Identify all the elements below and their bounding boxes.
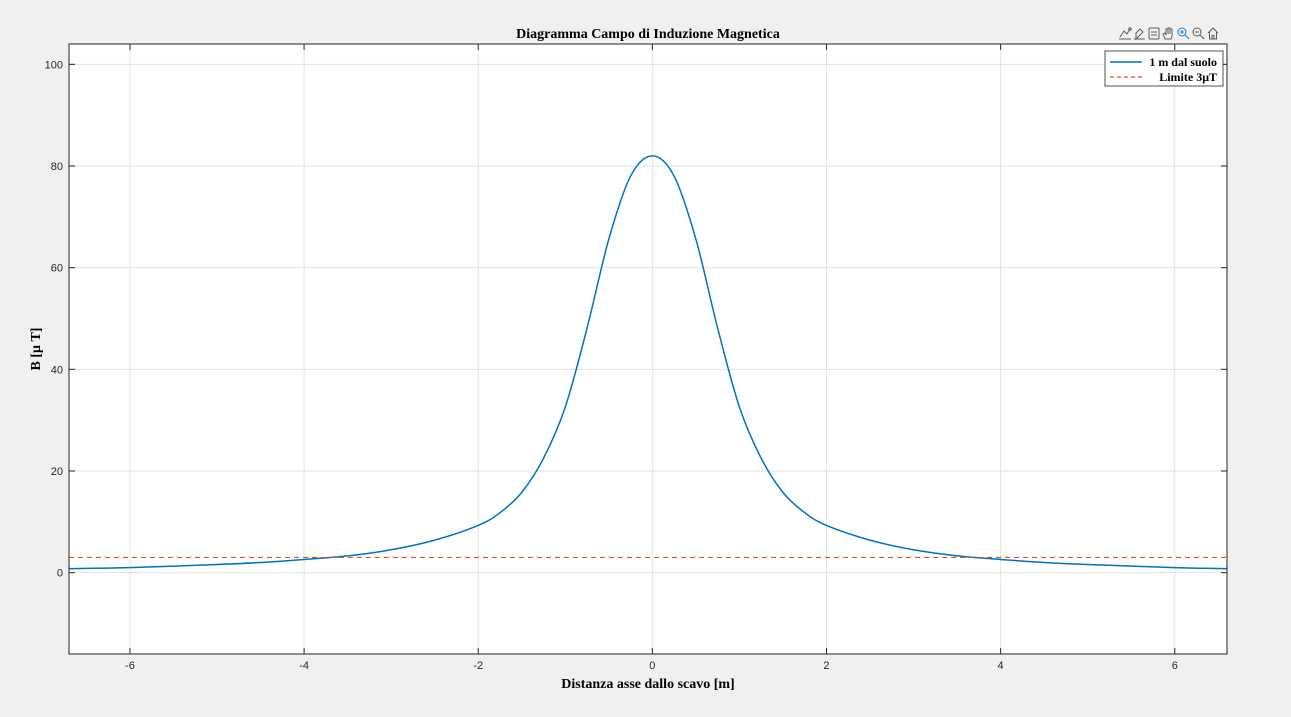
y-tick-label: 100 — [45, 59, 63, 71]
x-tick-label: 0 — [649, 660, 655, 672]
y-tick-label: 80 — [51, 161, 63, 173]
legend-entry-1: Limite 3μT — [1159, 70, 1217, 84]
y-tick-label: 20 — [51, 466, 63, 478]
axes-toolbar — [1119, 27, 1219, 41]
chart-title: Diagramma Campo di Induzione Magnetica — [516, 27, 780, 42]
x-axis-label: Distanza asse dallo scavo [m] — [561, 677, 734, 692]
data-tips-icon[interactable] — [1119, 27, 1132, 40]
y-tick-label: 0 — [57, 568, 63, 580]
x-tick-label: -2 — [473, 660, 483, 672]
zoom-in-icon[interactable] — [1177, 27, 1190, 40]
brush-icon[interactable] — [1134, 28, 1145, 41]
y-tick-label: 40 — [51, 364, 63, 376]
legend-entry-0: 1 m dal suolo — [1149, 55, 1217, 69]
series-line-0 — [68, 155, 1228, 570]
x-tick-label: -4 — [299, 660, 309, 672]
plot-area[interactable] — [69, 44, 1227, 654]
x-tick-label: 2 — [823, 660, 829, 672]
y-tick-label: 60 — [51, 263, 63, 275]
data-cursor-icon[interactable] — [1148, 27, 1160, 40]
grid — [69, 44, 1227, 654]
x-tick-label: 4 — [998, 660, 1004, 672]
axes-box — [68, 43, 1228, 655]
x-tick-label: -6 — [125, 660, 135, 672]
legend[interactable]: 1 m dal suolo Limite 3μT — [1104, 50, 1224, 87]
x-tick-label: 6 — [1172, 660, 1178, 672]
pan-icon[interactable] — [1162, 27, 1173, 40]
home-icon[interactable] — [1207, 27, 1219, 40]
zoom-out-icon[interactable] — [1192, 27, 1205, 40]
series-layer — [68, 155, 1228, 570]
y-axis-label: B [μ T] — [29, 328, 44, 371]
